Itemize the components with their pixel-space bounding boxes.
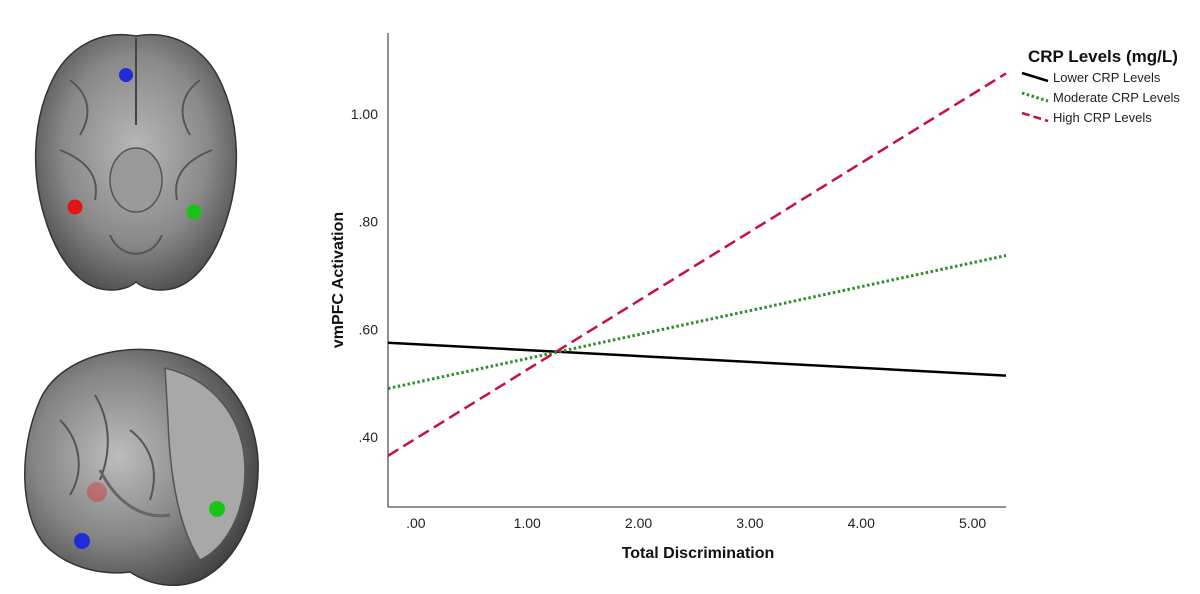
- legend-label: High CRP Levels: [1053, 110, 1152, 125]
- y-tick-label: 1.00: [351, 106, 378, 122]
- sagittal-brain: [24, 348, 259, 587]
- legend-items: Lower CRP Levels Moderate CRP Levels High …: [1021, 70, 1180, 125]
- x-tick-label: 2.00: [625, 515, 652, 531]
- axial-brain: [34, 34, 238, 291]
- legend-label: Moderate CRP Levels: [1053, 90, 1180, 105]
- legend-swatch: [1021, 71, 1049, 83]
- brain-images: [24, 34, 259, 587]
- x-tick-label: 4.00: [848, 515, 875, 531]
- legend-swatch: [1021, 91, 1049, 103]
- legend: CRP Levels (mg/L) Lower CRP Levels Modera…: [1021, 47, 1180, 125]
- series-lines: [387, 72, 1007, 457]
- series-line-moderate-crp-levels: [387, 254, 1007, 390]
- y-axis-title: vmPFC Activation: [330, 212, 347, 348]
- x-tick-label: 5.00: [959, 515, 986, 531]
- legend-swatch: [1021, 111, 1049, 123]
- red-marker-sagittal: [87, 482, 107, 502]
- legend-label: Lower CRP Levels: [1053, 70, 1161, 85]
- green-marker-sagittal: [209, 501, 225, 517]
- red-marker-axial: [67, 199, 83, 215]
- x-tick-label: 1.00: [514, 515, 541, 531]
- blue-marker-sagittal: [74, 533, 90, 549]
- legend-title: CRP Levels (mg/L): [1028, 47, 1178, 66]
- x-axis-title: Total Discrimination: [622, 545, 775, 562]
- series-line-high-crp-levels: [387, 72, 1007, 457]
- y-tick-label: .40: [359, 429, 379, 445]
- green-marker-axial: [186, 204, 202, 220]
- line-chart: .40 .60 .80 1.00 .00 1.00 2.00 3.00 4.00 5.00 vm…: [330, 33, 1180, 562]
- y-tick-label: .60: [359, 321, 379, 337]
- y-tick-label: .80: [359, 214, 379, 230]
- x-ticks: .00 1.00 2.00 3.00 4.00 5.00: [406, 515, 986, 531]
- y-ticks: .40 .60 .80 1.00: [351, 106, 378, 445]
- x-tick-label: .00: [406, 515, 426, 531]
- blue-marker-axial: [119, 68, 133, 82]
- x-tick-label: 3.00: [736, 515, 763, 531]
- series-line-lower-crp-levels: [387, 341, 1007, 377]
